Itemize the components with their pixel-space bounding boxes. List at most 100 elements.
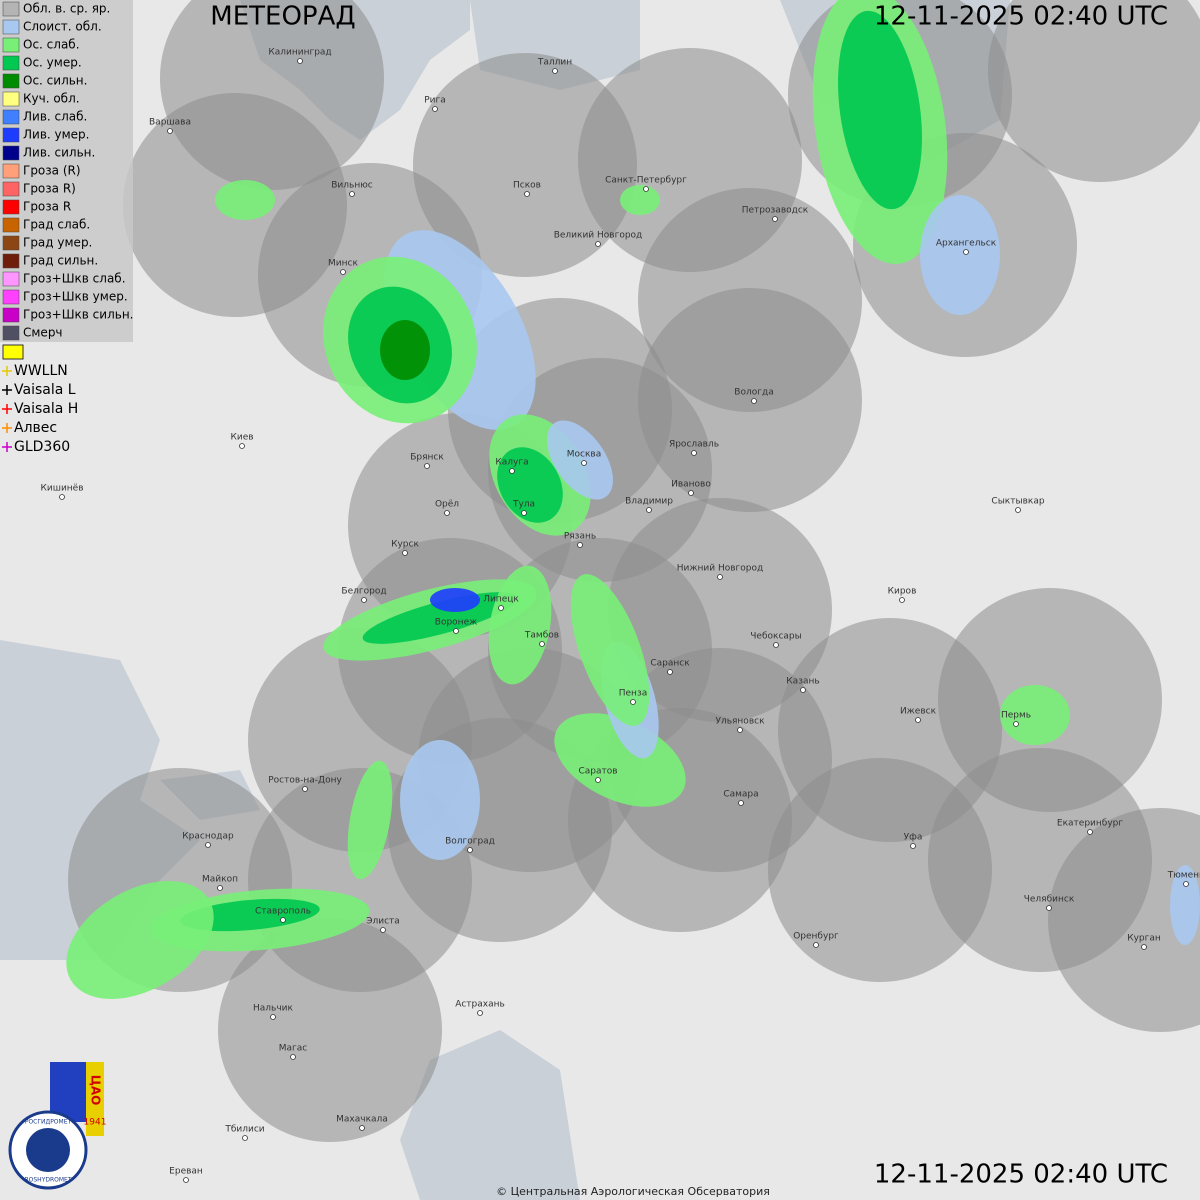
city-label: Нижний Новгород bbox=[677, 564, 763, 574]
lightning-marker bbox=[2, 423, 12, 433]
precip-area bbox=[547, 420, 613, 500]
legend-label: Гроз+Шкв умер. bbox=[23, 290, 128, 304]
legend-label: Куч. обл. bbox=[23, 92, 80, 106]
city-label: Рязань bbox=[564, 532, 596, 542]
precip-area bbox=[215, 180, 275, 220]
legend-label: Гроз+Шкв слаб. bbox=[23, 272, 126, 286]
precip-area bbox=[400, 740, 480, 860]
legend-label: Град сильн. bbox=[23, 254, 98, 268]
legend-label: Гроз+Шкв сильн. bbox=[23, 308, 133, 322]
city-dot bbox=[297, 58, 303, 64]
city-label: Варшава bbox=[149, 118, 191, 128]
legend-label: Град умер. bbox=[23, 236, 92, 250]
city-dot bbox=[509, 468, 515, 474]
city-dot bbox=[646, 507, 652, 513]
legend-swatch bbox=[2, 91, 20, 107]
city-label: Пенза bbox=[619, 689, 648, 699]
legend-swatch bbox=[2, 217, 20, 233]
city-dot bbox=[813, 942, 819, 948]
city-label: Магас bbox=[279, 1044, 308, 1054]
legend-label: Ос. умер. bbox=[23, 56, 82, 70]
city-label: Липецк bbox=[483, 595, 519, 605]
city-dot bbox=[1046, 905, 1052, 911]
legend-panel bbox=[0, 0, 133, 342]
city-dot bbox=[444, 510, 450, 516]
city-label: Тюмень bbox=[1167, 871, 1200, 881]
city-dot bbox=[380, 927, 386, 933]
city-label: Петрозаводск bbox=[742, 206, 809, 216]
city-label: Саратов bbox=[578, 767, 617, 777]
city-label: Ереван bbox=[169, 1167, 203, 1177]
city-label: Санкт-Петербург bbox=[605, 176, 687, 186]
city-label: Оренбург bbox=[793, 932, 839, 942]
city-label: Казань bbox=[786, 677, 819, 687]
title: МЕТЕОРАД bbox=[210, 2, 355, 32]
city-dot bbox=[467, 847, 473, 853]
city-dot bbox=[302, 786, 308, 792]
radar-circle bbox=[988, 0, 1200, 182]
city-dot bbox=[630, 699, 636, 705]
legend-swatch bbox=[2, 127, 20, 143]
city-dot bbox=[59, 494, 65, 500]
logo: ЦАО 1941 РОСГИДРОМЕТ ROSHYDROMET bbox=[8, 1062, 107, 1190]
precip-area bbox=[1000, 685, 1070, 745]
city-dot bbox=[717, 574, 723, 580]
city-label: Екатеринбург bbox=[1057, 819, 1123, 829]
precip-area bbox=[920, 195, 1000, 315]
lightning-marker bbox=[2, 385, 12, 395]
city-dot bbox=[239, 443, 245, 449]
cities: Калининград Таллин Рига Варшава Вильнюс Псков… bbox=[40, 48, 1200, 1183]
lightning-icon bbox=[2, 344, 24, 360]
city-dot bbox=[183, 1177, 189, 1183]
precipitation bbox=[66, 0, 1200, 999]
copyright: © Центральная Аэрологическая Обсерватори… bbox=[496, 1185, 770, 1198]
caspian-sea bbox=[400, 1030, 580, 1200]
city-dot bbox=[402, 550, 408, 556]
city-label: Киев bbox=[230, 433, 253, 443]
city-label: Самара bbox=[723, 790, 758, 800]
city-dot bbox=[217, 885, 223, 891]
city-dot bbox=[899, 597, 905, 603]
city-label: Уфа bbox=[904, 833, 923, 843]
city-dot bbox=[453, 628, 459, 634]
city-dot bbox=[1015, 507, 1021, 513]
city-dot bbox=[432, 106, 438, 112]
city-dot bbox=[915, 717, 921, 723]
precip-area bbox=[347, 760, 393, 880]
legend-label: Гроза R) bbox=[23, 182, 76, 196]
city-dot bbox=[667, 669, 673, 675]
city-dot bbox=[738, 800, 744, 806]
city-dot bbox=[552, 68, 558, 74]
legend-swatch bbox=[2, 289, 20, 305]
city-dot bbox=[910, 843, 916, 849]
logo-org: ЦАО bbox=[89, 1075, 103, 1106]
precip-area bbox=[66, 881, 214, 999]
precip-area bbox=[570, 574, 650, 726]
city-label: Ставрополь bbox=[255, 907, 311, 917]
legend-label: Гроза (R) bbox=[23, 164, 81, 178]
city-label: Таллин bbox=[537, 58, 572, 68]
city-label: Нальчик bbox=[253, 1004, 294, 1014]
city-label: Чебоксары bbox=[750, 632, 801, 642]
city-dot bbox=[205, 842, 211, 848]
legend: Обл. в. ср. яр. Слоист. обл. Ос. слаб. Ос. … bbox=[2, 2, 133, 455]
city-label: Архангельск bbox=[936, 239, 997, 249]
city-dot bbox=[424, 463, 430, 469]
city-dot bbox=[963, 249, 969, 255]
legend-label: Лив. сильн. bbox=[23, 146, 95, 160]
city-dot bbox=[595, 777, 601, 783]
city-label: Ульяновск bbox=[715, 717, 765, 727]
legend-label: Гроза R bbox=[23, 200, 71, 214]
precip-area bbox=[620, 185, 660, 215]
logo-year: 1941 bbox=[84, 1118, 107, 1128]
city-label: Воронеж bbox=[435, 618, 477, 628]
legend-swatch bbox=[2, 19, 20, 35]
city-label: Саранск bbox=[650, 659, 690, 669]
logo-name-ru: РОСГИДРОМЕТ bbox=[25, 1119, 72, 1126]
legend-swatch bbox=[2, 73, 20, 89]
legend-swatch bbox=[2, 253, 20, 269]
city-dot bbox=[1183, 881, 1189, 887]
legend-swatch bbox=[2, 109, 20, 125]
legend-swatch bbox=[2, 145, 20, 161]
